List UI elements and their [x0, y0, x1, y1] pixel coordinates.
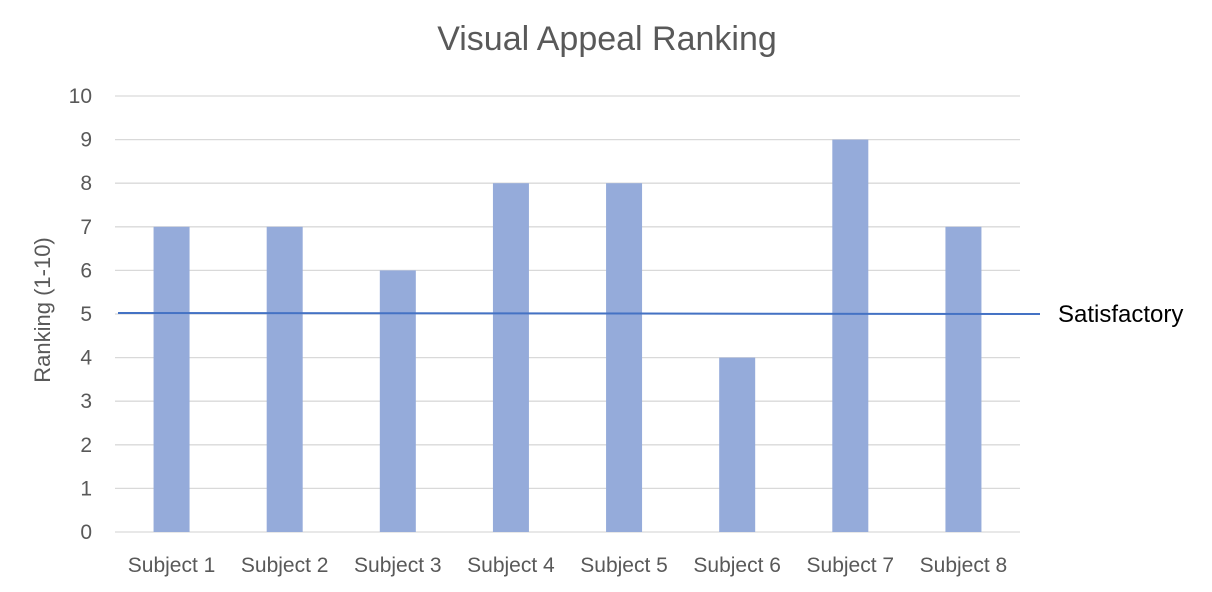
bar — [945, 226, 982, 533]
bar — [266, 226, 303, 533]
y-tick-label: 3 — [80, 390, 92, 413]
bar — [379, 270, 416, 532]
x-axis-ticks: Subject 1 Subject 2 Subject 3 Subject 4 Subj… — [128, 554, 1007, 577]
y-tick-label: 6 — [80, 259, 92, 282]
bar — [492, 183, 529, 532]
bar — [719, 357, 756, 532]
y-tick-label: 2 — [80, 434, 92, 457]
bar — [153, 226, 190, 533]
y-tick-label: 5 — [80, 303, 92, 326]
x-tick-label: Subject 1 — [128, 554, 216, 577]
satisfactory-reference-line — [117, 312, 1041, 315]
y-axis-ticks: 0 1 2 3 4 5 6 7 8 9 10 — [69, 85, 93, 544]
x-tick-label: Subject 4 — [467, 554, 555, 577]
x-tick-label: Subject 2 — [241, 554, 329, 577]
x-tick-label: Subject 6 — [693, 554, 781, 577]
y-axis-label: Ranking (1-10) — [30, 237, 55, 383]
y-tick-label: 4 — [80, 347, 92, 370]
bars — [153, 139, 982, 533]
y-tick-label: 1 — [80, 477, 92, 500]
y-tick-label: 8 — [80, 172, 92, 195]
y-tick-label: 7 — [80, 216, 92, 239]
bar — [606, 183, 643, 532]
x-tick-label: Subject 5 — [580, 554, 668, 577]
y-tick-label: 10 — [69, 85, 92, 108]
bar — [832, 139, 869, 532]
x-tick-label: Subject 3 — [354, 554, 442, 577]
y-tick-label: 9 — [80, 129, 92, 152]
chart-title: Visual Appeal Ranking — [437, 20, 777, 58]
y-tick-label: 0 — [80, 521, 92, 544]
x-tick-label: Subject 7 — [807, 554, 895, 577]
x-tick-label: Subject 8 — [920, 554, 1008, 577]
satisfactory-label: Satisfactory — [1058, 301, 1183, 328]
